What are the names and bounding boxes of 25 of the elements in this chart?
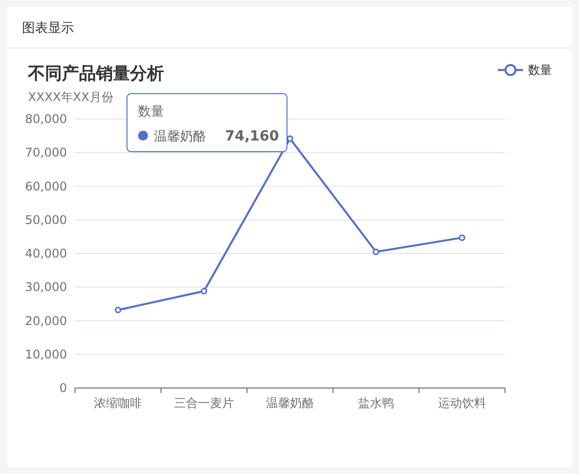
text: 图表显示: [22, 21, 74, 36]
chart-subtitle: XXXX年XX月份: [28, 90, 114, 104]
point: [286, 135, 294, 142]
x-tick-label: 盐水鸭: [358, 396, 394, 410]
tooltip: 数量 温馨奶酪 74,160: [126, 93, 288, 152]
chart-title: 不同产品销量分析: [27, 64, 164, 84]
point: [372, 248, 380, 256]
y-tick-label: 70,000: [25, 146, 67, 160]
x-tick-label: 浓缩咖啡: [94, 396, 142, 410]
x-tick-label: 温馨奶酪: [266, 396, 314, 410]
legend-label: 数量: [528, 63, 552, 77]
y-tick-label: 20,000: [25, 314, 67, 328]
point: [114, 306, 122, 314]
point: [458, 234, 466, 241]
y-tick-label: 10,000: [25, 347, 67, 362]
y-tick-label: 60,000: [25, 179, 67, 194]
y-tick-label: 30,000: [25, 280, 67, 294]
x-tick-label: 三合一麦片: [174, 396, 234, 410]
y-tick-label: 80,000: [25, 112, 67, 126]
y-tick-label: 50,000: [25, 212, 67, 227]
y-tick-label: 40,000: [25, 246, 67, 260]
x-tick-label: 运动饮料: [438, 396, 486, 410]
point: [200, 288, 208, 294]
y-tick-label: 0: [59, 381, 67, 395]
data-label: 74,160: [224, 128, 280, 145]
